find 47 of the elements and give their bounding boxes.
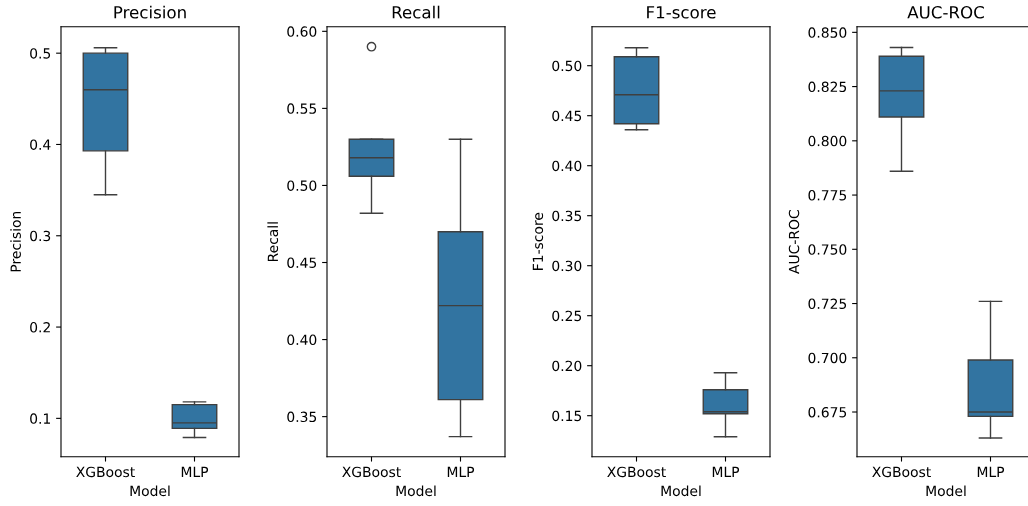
y-tick-label: 0.50 xyxy=(287,180,317,191)
y-tick-label: 0.35 xyxy=(552,210,582,222)
y-tick-label: 0.40 xyxy=(552,160,582,172)
y-tick-label: 0.775 xyxy=(808,190,847,201)
y-tick-label: 0.675 xyxy=(808,406,847,418)
y-tick-label: 0.3 xyxy=(30,230,51,242)
y-tick-label: 0.750 xyxy=(808,244,847,255)
chart-title: Precision xyxy=(114,5,186,19)
x-axis-title: Model xyxy=(130,485,170,497)
chart-title: F1-score xyxy=(647,6,716,19)
y-tick-label: 0.20 xyxy=(552,360,582,372)
x-axis-title: Model xyxy=(926,485,966,497)
y-tick-label: 0.4 xyxy=(30,139,51,150)
y-tick-label: 0.50 xyxy=(552,60,582,72)
y-tick-label: 0.5 xyxy=(30,48,51,59)
y-tick-label: 0.40 xyxy=(287,334,317,346)
y-tick-label: 0.700 xyxy=(808,352,847,364)
y-axis-title: Recall xyxy=(267,222,279,262)
y-tick-label: 0.1 xyxy=(30,413,50,424)
x-tick-label: XGBoost xyxy=(872,466,931,478)
y-axis-title: F1-score xyxy=(532,212,544,270)
y-tick-label: 0.35 xyxy=(287,411,317,423)
x-tick-label: MLP xyxy=(447,466,475,477)
x-axis-title: Model xyxy=(396,485,436,497)
y-tick-label: 0.15 xyxy=(552,410,582,422)
y-tick-label: 0.825 xyxy=(808,81,847,93)
x-tick-label: XGBoost xyxy=(76,466,135,478)
y-tick-label: 0.725 xyxy=(808,298,847,310)
y-tick-label: 0.2 xyxy=(30,322,50,333)
chart-title: Recall xyxy=(392,5,440,19)
x-tick-label: MLP xyxy=(712,466,740,477)
y-axis-title: Precision xyxy=(10,211,21,272)
y-tick-label: 0.60 xyxy=(287,26,317,37)
y-axis-title: AUC-ROC xyxy=(788,210,800,274)
y-tick-label: 0.55 xyxy=(287,103,317,114)
chart-title: AUC-ROC xyxy=(907,6,984,19)
y-tick-label: 0.25 xyxy=(552,310,582,322)
x-tick-label: MLP xyxy=(181,466,209,477)
y-tick-label: 0.30 xyxy=(552,260,582,272)
x-tick-label: XGBoost xyxy=(607,466,666,478)
y-tick-label: 0.800 xyxy=(808,135,847,147)
x-axis-title: Model xyxy=(661,485,701,497)
x-tick-label: MLP xyxy=(977,466,1005,477)
y-tick-label: 0.850 xyxy=(808,27,847,38)
y-tick-label: 0.45 xyxy=(287,257,317,268)
y-tick-label: 0.45 xyxy=(552,110,582,122)
x-tick-label: XGBoost xyxy=(342,466,401,478)
